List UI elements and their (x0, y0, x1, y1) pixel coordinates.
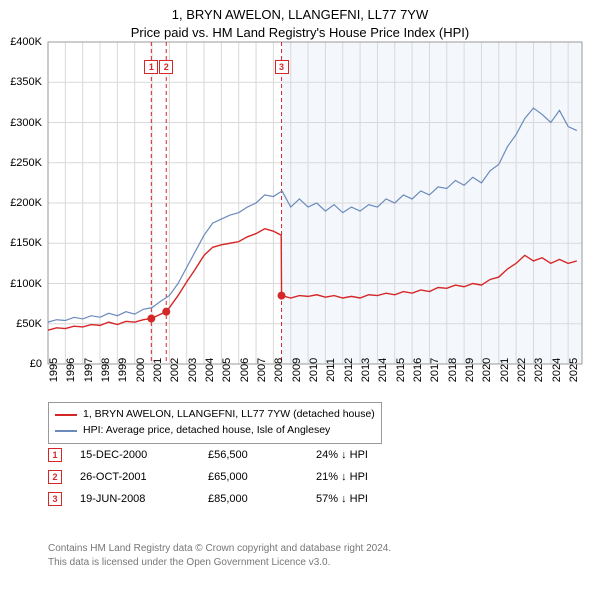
event-diff: 21% ↓ HPI (316, 471, 368, 483)
x-tick-label: 2016 (412, 358, 424, 382)
legend-item: HPI: Average price, detached house, Isle… (55, 423, 375, 439)
x-tick-label: 2001 (152, 358, 164, 382)
x-tick-label: 2019 (464, 358, 476, 382)
event-diff: 24% ↓ HPI (316, 449, 368, 461)
y-tick-label: £400K (0, 36, 42, 48)
legend-item: 1, BRYN AWELON, LLANGEFNI, LL77 7YW (det… (55, 407, 375, 423)
x-tick-label: 2010 (308, 358, 320, 382)
event-date: 19-JUN-2008 (80, 493, 190, 505)
x-tick-label: 1999 (117, 358, 129, 382)
x-tick-label: 2020 (481, 358, 493, 382)
x-tick-label: 2003 (187, 358, 199, 382)
x-tick-label: 2014 (377, 358, 389, 382)
event-date: 15-DEC-2000 (80, 449, 190, 461)
event-date: 26-OCT-2001 (80, 471, 190, 483)
legend-swatch (55, 414, 77, 416)
chart-container: 1, BRYN AWELON, LLANGEFNI, LL77 7YW Pric… (0, 0, 600, 590)
legend-swatch (55, 430, 77, 432)
x-tick-label: 2024 (551, 358, 563, 382)
x-tick-label: 1995 (48, 358, 60, 382)
event-row-marker: 1 (48, 448, 62, 462)
y-tick-label: £50K (0, 318, 42, 330)
y-tick-label: £0 (0, 358, 42, 370)
x-tick-label: 2017 (429, 358, 441, 382)
x-tick-label: 2011 (325, 358, 337, 382)
event-row: 1 15-DEC-2000 £56,500 24% ↓ HPI (48, 448, 368, 462)
y-tick-label: £300K (0, 117, 42, 129)
footer-line-1: Contains HM Land Registry data © Crown c… (48, 542, 391, 556)
event-price: £85,000 (208, 493, 298, 505)
x-tick-label: 2007 (256, 358, 268, 382)
event-row: 3 19-JUN-2008 £85,000 57% ↓ HPI (48, 492, 368, 506)
x-tick-label: 1996 (65, 358, 77, 382)
x-tick-label: 2005 (221, 358, 233, 382)
y-tick-label: £150K (0, 237, 42, 249)
x-tick-label: 2002 (169, 358, 181, 382)
y-tick-label: £350K (0, 76, 42, 88)
x-tick-label: 2004 (204, 358, 216, 382)
event-row-marker: 3 (48, 492, 62, 506)
event-marker-3: 3 (275, 60, 289, 74)
x-tick-label: 2012 (343, 358, 355, 382)
legend: 1, BRYN AWELON, LLANGEFNI, LL77 7YW (det… (48, 402, 382, 444)
event-price: £56,500 (208, 449, 298, 461)
x-tick-label: 2018 (447, 358, 459, 382)
x-tick-label: 2022 (516, 358, 528, 382)
x-tick-label: 2009 (291, 358, 303, 382)
x-tick-label: 1998 (100, 358, 112, 382)
x-tick-label: 2015 (395, 358, 407, 382)
y-tick-label: £100K (0, 278, 42, 290)
x-tick-label: 2000 (135, 358, 147, 382)
event-diff: 57% ↓ HPI (316, 493, 368, 505)
x-tick-label: 2006 (239, 358, 251, 382)
event-price: £65,000 (208, 471, 298, 483)
event-marker-1: 1 (144, 60, 158, 74)
x-tick-label: 1997 (83, 358, 95, 382)
x-tick-label: 2021 (499, 358, 511, 382)
chart-svg (0, 0, 592, 368)
footer: Contains HM Land Registry data © Crown c… (48, 542, 391, 569)
event-marker-2: 2 (159, 60, 173, 74)
y-tick-label: £250K (0, 157, 42, 169)
event-row-marker: 2 (48, 470, 62, 484)
legend-label: 1, BRYN AWELON, LLANGEFNI, LL77 7YW (det… (83, 407, 375, 423)
footer-line-2: This data is licensed under the Open Gov… (48, 556, 391, 570)
events-table: 1 15-DEC-2000 £56,500 24% ↓ HPI 2 26-OCT-2001… (48, 448, 368, 514)
x-tick-label: 2025 (568, 358, 580, 382)
x-tick-label: 2013 (360, 358, 372, 382)
y-tick-label: £200K (0, 197, 42, 209)
x-tick-label: 2023 (533, 358, 545, 382)
x-tick-label: 2008 (273, 358, 285, 382)
legend-label: HPI: Average price, detached house, Isle… (83, 423, 330, 439)
event-row: 2 26-OCT-2001 £65,000 21% ↓ HPI (48, 470, 368, 484)
